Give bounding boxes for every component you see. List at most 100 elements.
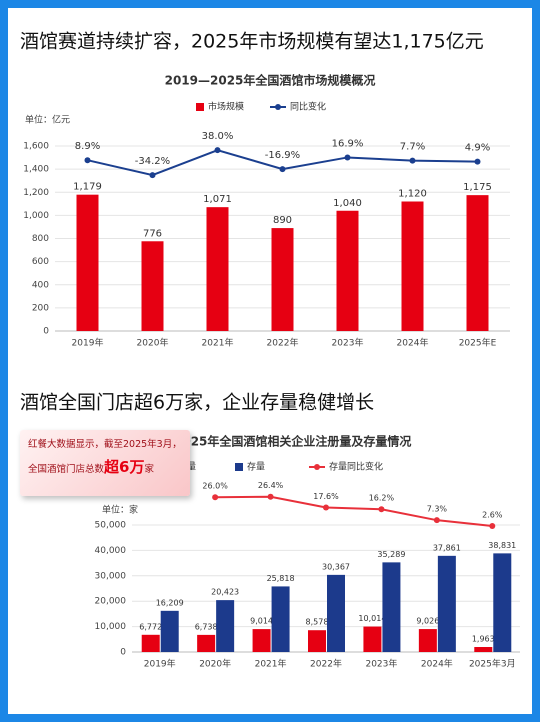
x-tick-label: 2022年 — [310, 658, 342, 670]
bar — [76, 194, 99, 331]
data-label: 1,071 — [203, 194, 232, 205]
bar — [160, 610, 179, 652]
chart-title: 2019—2025年全国酒馆相关企业注册量及存量情况 — [129, 434, 412, 449]
x-tick-label: 2021年 — [202, 337, 234, 349]
x-tick-label: 2025年3月 — [469, 658, 516, 670]
data-label: 1,040 — [333, 198, 362, 209]
line-point — [214, 147, 221, 154]
data-label: 1,179 — [73, 182, 102, 193]
bar — [252, 629, 271, 652]
y-tick-label: 1,600 — [23, 142, 49, 152]
legend-swatch — [275, 104, 281, 110]
legend-swatch — [196, 103, 204, 111]
data-label: 1,120 — [398, 189, 427, 200]
line-point — [378, 506, 385, 513]
data-label: 8.9% — [75, 141, 100, 152]
panel: 酒馆赛道持续扩容，2025年市场规模有望达1,175亿元 酒馆全国门店超6万家，… — [8, 8, 532, 714]
line-point — [267, 493, 274, 500]
x-tick-label: 2020年 — [137, 337, 169, 349]
bar — [327, 574, 345, 652]
data-label: -34.2% — [135, 156, 170, 167]
data-label: 7.3% — [427, 505, 448, 514]
callout-text: 红餐大数据显示，截至2025年3月， — [28, 439, 182, 450]
y-tick-label: 600 — [32, 257, 49, 267]
legend-label: 同比变化 — [290, 101, 326, 113]
data-label: 37,861 — [433, 543, 461, 552]
bar — [271, 228, 294, 331]
bar — [141, 634, 160, 652]
line-point — [409, 157, 416, 164]
line-point — [279, 166, 286, 173]
bar — [474, 647, 493, 652]
callout-text: 全国酒馆门店总数 — [28, 464, 105, 475]
data-label: 16.9% — [332, 138, 364, 149]
data-label: 26.0% — [202, 482, 228, 491]
data-label: -16.9% — [265, 150, 300, 161]
legend-label: 市场规模 — [208, 101, 244, 113]
data-label: 38,831 — [488, 541, 516, 550]
legend-swatch — [235, 463, 243, 471]
y-tick-label: 800 — [32, 234, 49, 244]
legend-swatch — [314, 464, 320, 470]
bar — [197, 634, 216, 652]
data-label: 6,772 — [139, 622, 162, 631]
data-label: 4.9% — [465, 143, 490, 154]
y-tick-label: 0 — [43, 327, 49, 337]
data-label: 26.4% — [258, 481, 284, 490]
bar — [466, 195, 489, 331]
bar — [141, 241, 164, 331]
data-label: 17.6% — [313, 492, 339, 501]
data-label: 16,209 — [156, 598, 184, 607]
data-label: 16.2% — [369, 494, 395, 503]
data-label: 6,738 — [195, 622, 218, 631]
bar — [308, 630, 326, 652]
line-point — [474, 158, 481, 165]
bar — [271, 586, 290, 652]
y-tick-label: 10,000 — [95, 622, 127, 632]
legend-label: 存量 — [247, 461, 265, 473]
heading: 酒馆全国门店超6万家，企业存量稳健增长 — [20, 392, 374, 414]
data-label: 890 — [273, 215, 292, 226]
y-tick-label: 400 — [32, 280, 49, 290]
bar — [493, 553, 512, 652]
line-point — [149, 172, 156, 179]
y-tick-label: 40,000 — [95, 546, 127, 556]
bar — [216, 600, 235, 652]
y-tick-label: 30,000 — [95, 571, 127, 581]
y-tick-label: 1,000 — [23, 211, 49, 221]
data-label: 9,026 — [416, 617, 439, 626]
y-tick-label: 1,200 — [23, 188, 49, 198]
data-label: 25,818 — [267, 574, 295, 583]
bar — [401, 201, 424, 331]
bar — [418, 629, 437, 652]
data-label: 9,014 — [250, 617, 273, 626]
line-point — [433, 517, 440, 524]
line-point — [84, 157, 91, 164]
bar — [336, 210, 359, 331]
line-point — [344, 154, 351, 161]
legend-label: 存量同比变化 — [329, 461, 383, 473]
callout-highlight: 超6万 — [104, 458, 145, 476]
line-point — [489, 522, 496, 529]
heading: 酒馆赛道持续扩容，2025年市场规模有望达1,175亿元 — [20, 31, 484, 53]
unit-label: 单位：亿元 — [25, 114, 70, 126]
line-point — [323, 504, 329, 511]
y-tick-label: 1,400 — [23, 165, 49, 175]
line — [215, 495, 493, 527]
callout-text: 家 — [144, 464, 154, 475]
data-label: 38.0% — [202, 131, 234, 142]
unit-label: 单位：家 — [102, 504, 138, 516]
y-tick-label: 0 — [120, 648, 126, 658]
data-label: 35,289 — [377, 550, 405, 559]
data-label: 8,578 — [306, 618, 329, 627]
x-tick-label: 2023年 — [365, 658, 397, 670]
callout: 红餐大数据显示，截至2025年3月， 全国酒馆门店总数超6万家 — [20, 430, 190, 496]
x-tick-label: 2019年 — [72, 337, 104, 349]
y-tick-label: 20,000 — [95, 597, 127, 607]
data-label: 30,367 — [322, 562, 350, 571]
x-tick-label: 2020年 — [199, 658, 231, 670]
x-tick-label: 2025年E — [459, 337, 497, 349]
line-point — [212, 494, 219, 501]
x-tick-label: 2023年 — [332, 337, 364, 349]
